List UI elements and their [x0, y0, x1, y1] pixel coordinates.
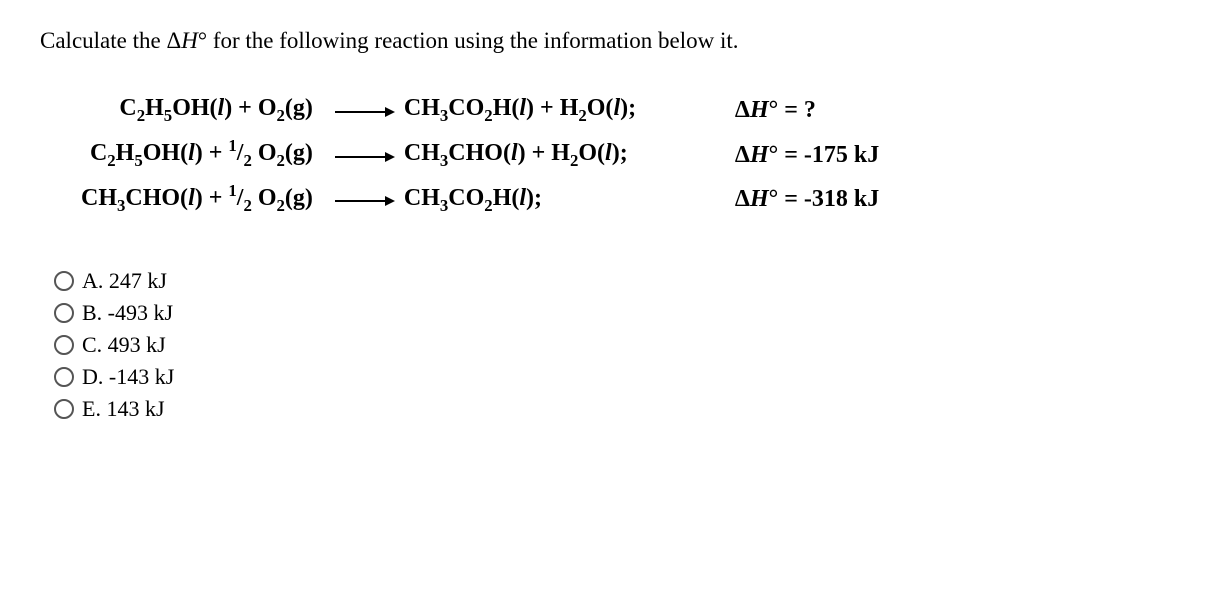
- choice-label: A. 247 kJ: [82, 268, 167, 294]
- equation-step-2: CH3CHO(l) + 1/2 O2(g) CH3CO2H(l); ΔH° = …: [80, 184, 880, 217]
- choice-e[interactable]: E. 143 kJ: [54, 396, 1188, 422]
- arrow-icon: [335, 196, 395, 206]
- equation-step-1: C2H5OH(l) + 1/2 O2(g) CH3CHO(l) + H2O(l)…: [80, 139, 880, 172]
- choice-b[interactable]: B. -493 kJ: [54, 300, 1188, 326]
- radio-icon[interactable]: [54, 367, 74, 387]
- equations-block: C2H5OH(l) + O2(g) CH3CO2H(l) + H2O(l); Δ…: [80, 82, 880, 228]
- choice-label: B. -493 kJ: [82, 300, 173, 326]
- choice-label: C. 493 kJ: [82, 332, 166, 358]
- choice-c[interactable]: C. 493 kJ: [54, 332, 1188, 358]
- choice-a[interactable]: A. 247 kJ: [54, 268, 1188, 294]
- arrow-icon: [335, 107, 395, 117]
- choice-label: D. -143 kJ: [82, 364, 174, 390]
- question-prompt: Calculate the ΔH° for the following reac…: [40, 28, 1188, 54]
- arrow-icon: [335, 152, 395, 162]
- answer-choices: A. 247 kJ B. -493 kJ C. 493 kJ D. -143 k…: [54, 268, 1188, 422]
- choice-d[interactable]: D. -143 kJ: [54, 364, 1188, 390]
- radio-icon[interactable]: [54, 399, 74, 419]
- choice-label: E. 143 kJ: [82, 396, 165, 422]
- equation-target: C2H5OH(l) + O2(g) CH3CO2H(l) + H2O(l); Δ…: [80, 94, 880, 127]
- radio-icon[interactable]: [54, 271, 74, 291]
- radio-icon[interactable]: [54, 335, 74, 355]
- radio-icon[interactable]: [54, 303, 74, 323]
